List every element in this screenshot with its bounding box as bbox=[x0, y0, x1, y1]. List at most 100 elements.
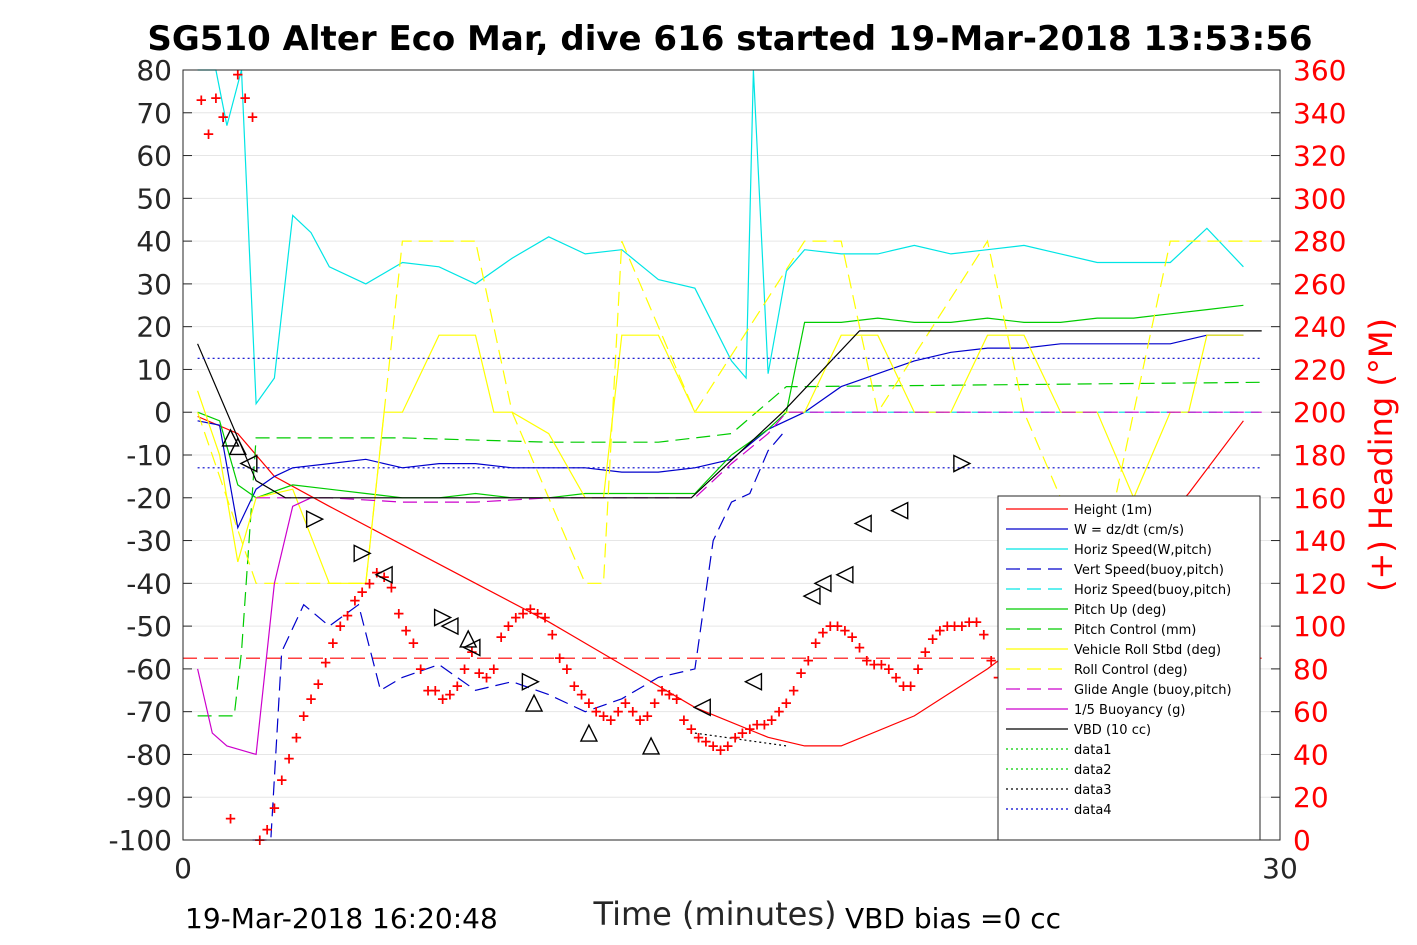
heading-point: + bbox=[780, 694, 793, 712]
heading-point: + bbox=[751, 716, 764, 734]
y2-tick-label: 140 bbox=[1293, 525, 1346, 558]
heading-point: + bbox=[700, 733, 713, 751]
legend-label: data3 bbox=[1074, 783, 1112, 798]
heading-point: + bbox=[436, 690, 449, 708]
turn-marker bbox=[743, 672, 763, 691]
y-tick-label: -20 bbox=[126, 482, 172, 515]
heading-point: + bbox=[539, 609, 552, 627]
legend-label: Pitch Control (mm) bbox=[1074, 623, 1196, 638]
series-line bbox=[197, 304, 1244, 499]
heading-point: + bbox=[334, 617, 347, 635]
heading-point: + bbox=[195, 91, 208, 109]
y-tick-label: -30 bbox=[126, 525, 172, 558]
y-tick-label: 40 bbox=[136, 225, 172, 258]
series-line bbox=[197, 330, 1262, 499]
heading-point: + bbox=[502, 617, 515, 635]
heading-point: + bbox=[802, 651, 815, 669]
heading-point: + bbox=[692, 728, 705, 746]
turn-marker bbox=[524, 693, 544, 712]
heading-point: + bbox=[261, 820, 274, 838]
heading-point: + bbox=[824, 617, 837, 635]
heading-point: + bbox=[919, 643, 932, 661]
heading-point: + bbox=[831, 617, 844, 635]
heading-point: + bbox=[685, 720, 698, 738]
heading-point: + bbox=[853, 639, 866, 657]
heading-point: + bbox=[590, 703, 603, 721]
y2-tick-label: 280 bbox=[1293, 225, 1346, 258]
footer-vbd-bias: VBD bias =0 cc bbox=[845, 902, 1061, 935]
y-tick-label: 0 bbox=[154, 396, 172, 429]
heading-point: + bbox=[605, 711, 618, 729]
heading-point: + bbox=[583, 694, 596, 712]
turn-marker bbox=[239, 454, 258, 473]
heading-point: + bbox=[641, 707, 654, 725]
legend-label: 1/5 Buoyancy (g) bbox=[1074, 703, 1185, 718]
y-tick-label: -80 bbox=[126, 738, 172, 771]
heading-point: + bbox=[283, 750, 296, 768]
heading-point: + bbox=[385, 579, 398, 597]
heading-point: + bbox=[268, 799, 281, 817]
x-tick-label: 30 bbox=[1262, 852, 1298, 885]
heading-point: + bbox=[846, 628, 859, 646]
turn-marker bbox=[835, 565, 854, 584]
y2-tick-label: 60 bbox=[1293, 696, 1329, 729]
heading-point: + bbox=[561, 660, 574, 678]
series-line bbox=[197, 381, 1262, 717]
legend-label: W = dz/dt (cm/s) bbox=[1074, 523, 1184, 538]
heading-point: + bbox=[451, 677, 464, 695]
x-axis-label: Time (minutes) bbox=[593, 895, 837, 933]
heading-point: + bbox=[444, 686, 457, 704]
heading-point: + bbox=[978, 626, 991, 644]
y2-tick-label: 340 bbox=[1293, 97, 1346, 130]
heading-point: + bbox=[809, 634, 822, 652]
legend-label: data4 bbox=[1074, 803, 1112, 818]
heading-point: + bbox=[429, 681, 442, 699]
y2-tick-label: 200 bbox=[1293, 396, 1346, 429]
turn-marker bbox=[353, 544, 372, 563]
heading-point: + bbox=[217, 108, 230, 126]
heading-point: + bbox=[743, 720, 756, 738]
chart-title: SG510 Alter Eco Mar, dive 616 started 19… bbox=[147, 19, 1312, 59]
heading-point: + bbox=[356, 583, 369, 601]
heading-point: + bbox=[612, 703, 625, 721]
heading-point: + bbox=[290, 728, 303, 746]
turn-marker bbox=[953, 454, 972, 473]
y-tick-label: -50 bbox=[126, 610, 172, 643]
legend-label: data1 bbox=[1074, 743, 1112, 758]
heading-point: + bbox=[327, 634, 340, 652]
series-line bbox=[197, 334, 1244, 530]
heading-point: + bbox=[729, 728, 742, 746]
heading-point: + bbox=[480, 668, 493, 686]
heading-point: + bbox=[239, 89, 252, 107]
series-line bbox=[197, 69, 1244, 406]
heading-point: + bbox=[495, 628, 508, 646]
heading-point: + bbox=[714, 741, 727, 759]
y-tick-label: 10 bbox=[136, 353, 172, 386]
turn-marker bbox=[221, 428, 240, 447]
heading-point: + bbox=[210, 89, 223, 107]
heading-point: + bbox=[817, 624, 830, 642]
heading-point: + bbox=[970, 613, 983, 631]
y2-axis-label: (+) Heading (°M) bbox=[1362, 318, 1400, 592]
turn-marker bbox=[890, 501, 909, 520]
heading-point: + bbox=[458, 660, 471, 678]
y2-tick-label: 20 bbox=[1293, 781, 1329, 814]
heading-point: + bbox=[773, 703, 786, 721]
y-tick-label: -90 bbox=[126, 781, 172, 814]
heading-point: + bbox=[224, 810, 237, 828]
heading-point: + bbox=[795, 664, 808, 682]
turn-marker bbox=[462, 638, 481, 657]
y2-tick-label: 360 bbox=[1293, 54, 1346, 87]
y-tick-label: -100 bbox=[108, 824, 172, 857]
heading-point: + bbox=[875, 656, 888, 674]
heading-point: + bbox=[904, 677, 917, 695]
heading-point: + bbox=[553, 649, 566, 667]
heading-point: + bbox=[488, 660, 501, 678]
y2-tick-label: 160 bbox=[1293, 482, 1346, 515]
heading-point: + bbox=[626, 703, 639, 721]
heading-point: + bbox=[619, 694, 632, 712]
heading-point: + bbox=[678, 711, 691, 729]
heading-point: + bbox=[524, 600, 537, 618]
y2-tick-label: 40 bbox=[1293, 738, 1329, 771]
heading-point: + bbox=[400, 621, 413, 639]
